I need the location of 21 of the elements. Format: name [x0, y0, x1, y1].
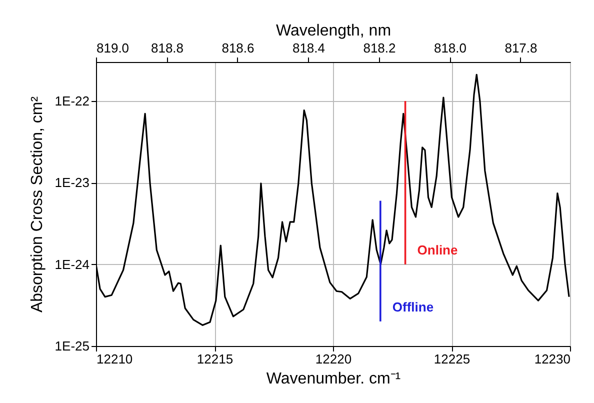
- x2-tick-label: 818.2: [363, 40, 396, 56]
- x-tick-label: 12210: [96, 352, 133, 366]
- x2-tick-label: 818.0: [434, 40, 467, 56]
- y-axis-title: Absorption Cross Section, cm²: [28, 96, 46, 313]
- x2-tick-label: 817.8: [504, 40, 538, 56]
- series-label: Offline: [392, 299, 434, 314]
- y-tick-label: 1E-25: [54, 338, 90, 354]
- x2-tick-label: 818.4: [292, 40, 326, 56]
- x2-tick-label: 819.0: [96, 40, 130, 56]
- y-tick-label: 1E-22: [54, 93, 90, 108]
- y-tick-label: 1E-23: [54, 175, 90, 190]
- x-axis-title: Wavenumber. cm⁻¹: [266, 370, 401, 388]
- x2-tick-label: 818.8: [150, 40, 184, 56]
- x-tick-label: 12225: [434, 352, 470, 366]
- x-tick-label: 12220: [315, 352, 352, 366]
- x2-tick-label: 818.6: [222, 40, 254, 56]
- y-tick-label: 1E-24: [54, 256, 90, 272]
- series-label: Online: [417, 242, 458, 258]
- x2-axis-title: Wavelength, nm: [276, 22, 392, 40]
- x-tick-label: 12230: [534, 352, 570, 366]
- x-tick-label: 12215: [196, 352, 234, 366]
